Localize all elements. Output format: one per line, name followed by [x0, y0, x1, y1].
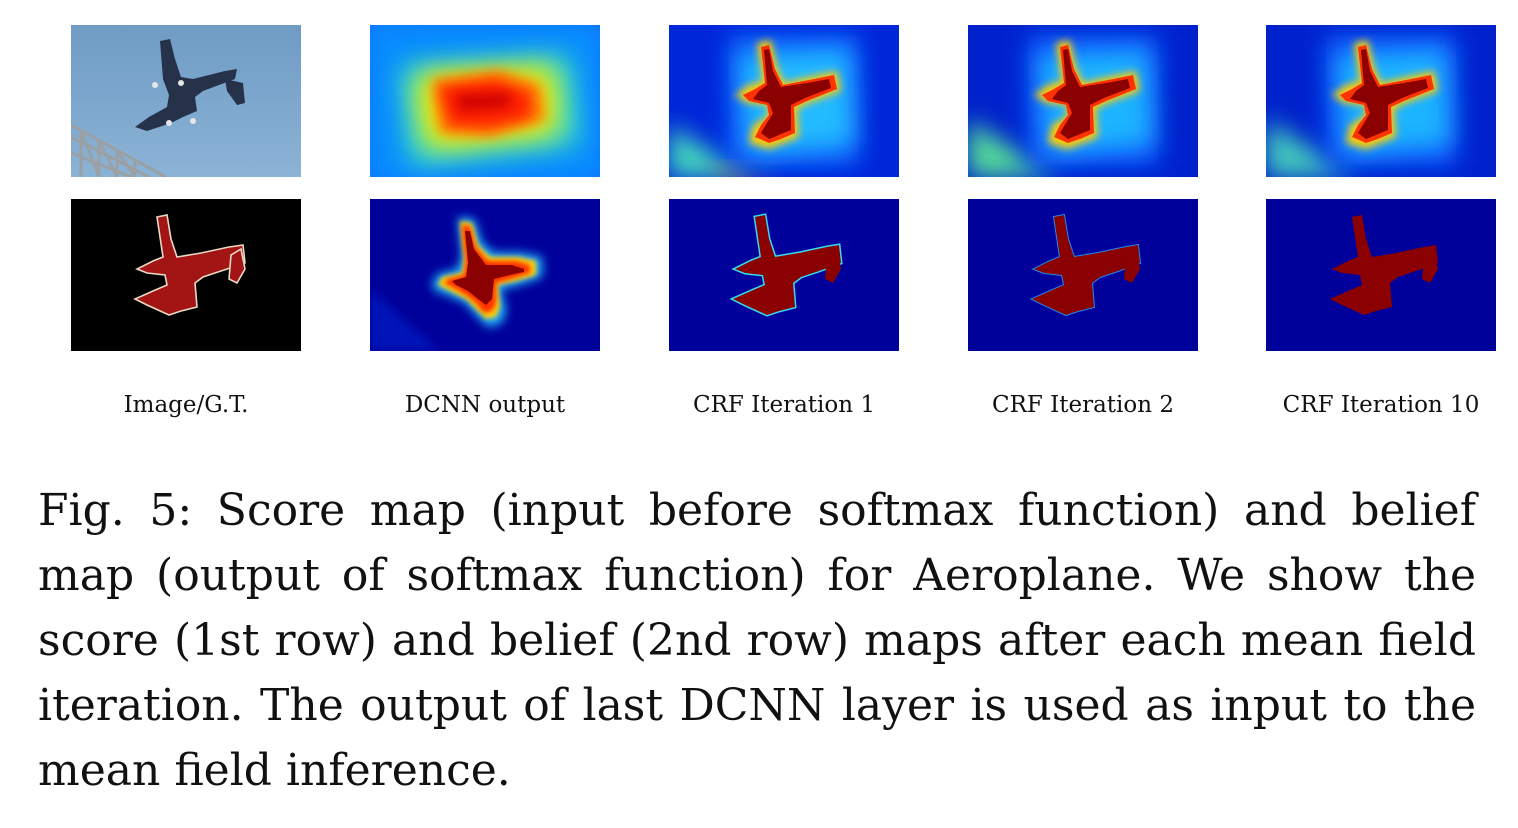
column-label-crf2: CRF Iteration 2	[991, 392, 1175, 418]
figure-caption: Fig. 5: Score map (input before softmax …	[38, 485, 1476, 796]
dcnn-score-heatmap	[370, 25, 600, 177]
crf-iteration-10-score-map	[1266, 25, 1496, 177]
column-label-crf10: CRF Iteration 10	[1282, 392, 1480, 418]
crf-iteration-1-score-map	[669, 25, 899, 177]
column-label-crf1: CRF Iteration 1	[692, 392, 876, 418]
ground-truth-mask	[71, 199, 301, 351]
column-label-image: Image/G.T.	[123, 392, 249, 418]
photo-image	[71, 25, 301, 177]
dcnn-score-map	[370, 25, 600, 177]
crf2-score-heatmap	[968, 25, 1198, 177]
crf10-belief-heatmap	[1266, 199, 1496, 351]
crf-iteration-1-belief-map	[669, 199, 899, 351]
crf-iteration-2-belief-map	[968, 199, 1198, 351]
crf-iteration-10-belief-map	[1266, 199, 1496, 351]
column-label-dcnn: DCNN output	[404, 392, 566, 418]
ground-truth-panel	[71, 199, 301, 351]
crf1-belief-heatmap	[669, 199, 899, 351]
crf-iteration-2-score-map	[968, 25, 1198, 177]
crf1-score-heatmap	[669, 25, 899, 177]
dcnn-belief-map	[370, 199, 600, 351]
crf2-belief-heatmap	[968, 199, 1198, 351]
dcnn-belief-heatmap	[370, 199, 600, 351]
crf10-score-heatmap	[1266, 25, 1496, 177]
photo-panel	[71, 25, 301, 177]
